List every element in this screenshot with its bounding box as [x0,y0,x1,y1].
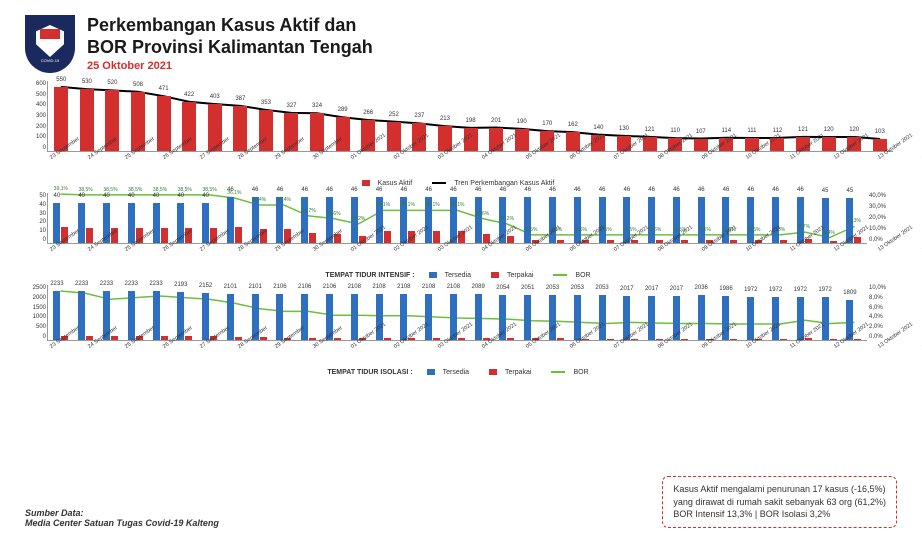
covid-task-force-logo: COVID-19 [25,15,75,73]
chart3-legend: TEMPAT TIDUR ISOLASI : Tersedia Terpakai… [25,369,897,376]
report-date: 25 Oktober 2021 [87,60,373,72]
bar-group: 324 [306,81,329,151]
header: COVID-19 Perkembangan Kasus Aktif dan BO… [25,15,897,73]
bar-group: 213 [434,81,457,151]
bar-group: 162 [562,81,585,151]
bar-group: 130 [613,81,636,151]
bar-group: 2051 [521,285,543,340]
summary-box: Kasus Aktif mengalami penurunan 17 kasus… [662,476,897,528]
bar-group: 2108 [347,285,369,340]
chart-icu-bor: 01020304050 0,0%10,0%20,0%30,0%40,0% 403… [47,193,867,268]
footer: Sumber Data: Media Center Satuan Tugas C… [25,476,897,528]
page-title: Perkembangan Kasus Aktif dan BOR Provins… [87,15,373,58]
chart1-x-axis: 23 September24 September25 September26 S… [47,152,893,176]
report-page: COVID-19 Perkembangan Kasus Aktif dan BO… [0,0,922,543]
chart-active-cases: 0100200300400500600 55053052050847142240… [47,81,893,176]
data-source: Sumber Data: Media Center Satuan Tugas C… [25,508,219,528]
chart2-legend: TEMPAT TIDUR INTENSIF : Tersedia Terpaka… [25,272,897,279]
bar-group: 111 [741,81,764,151]
chart2-x-axis: 23 September24 September25 September26 S… [47,244,867,268]
logo-caption: COVID-19 [41,59,59,63]
title-block: Perkembangan Kasus Aktif dan BOR Provins… [87,15,373,72]
chart3-x-axis: 23 September24 September25 September26 S… [47,341,867,365]
bar-group: 387 [229,81,252,151]
bar-group: 466,5% [521,193,543,243]
chart2-y-axis: 01020304050 [26,193,46,243]
chart1-y-axis: 0100200300400500600 [26,81,46,151]
shield-icon [36,25,64,57]
chart3-y-axis: 05001000150020002500 [26,285,46,340]
chart-isolation-bor: 05001000150020002500 0,0%2,0%4,0%6,0%8,0… [47,285,867,365]
